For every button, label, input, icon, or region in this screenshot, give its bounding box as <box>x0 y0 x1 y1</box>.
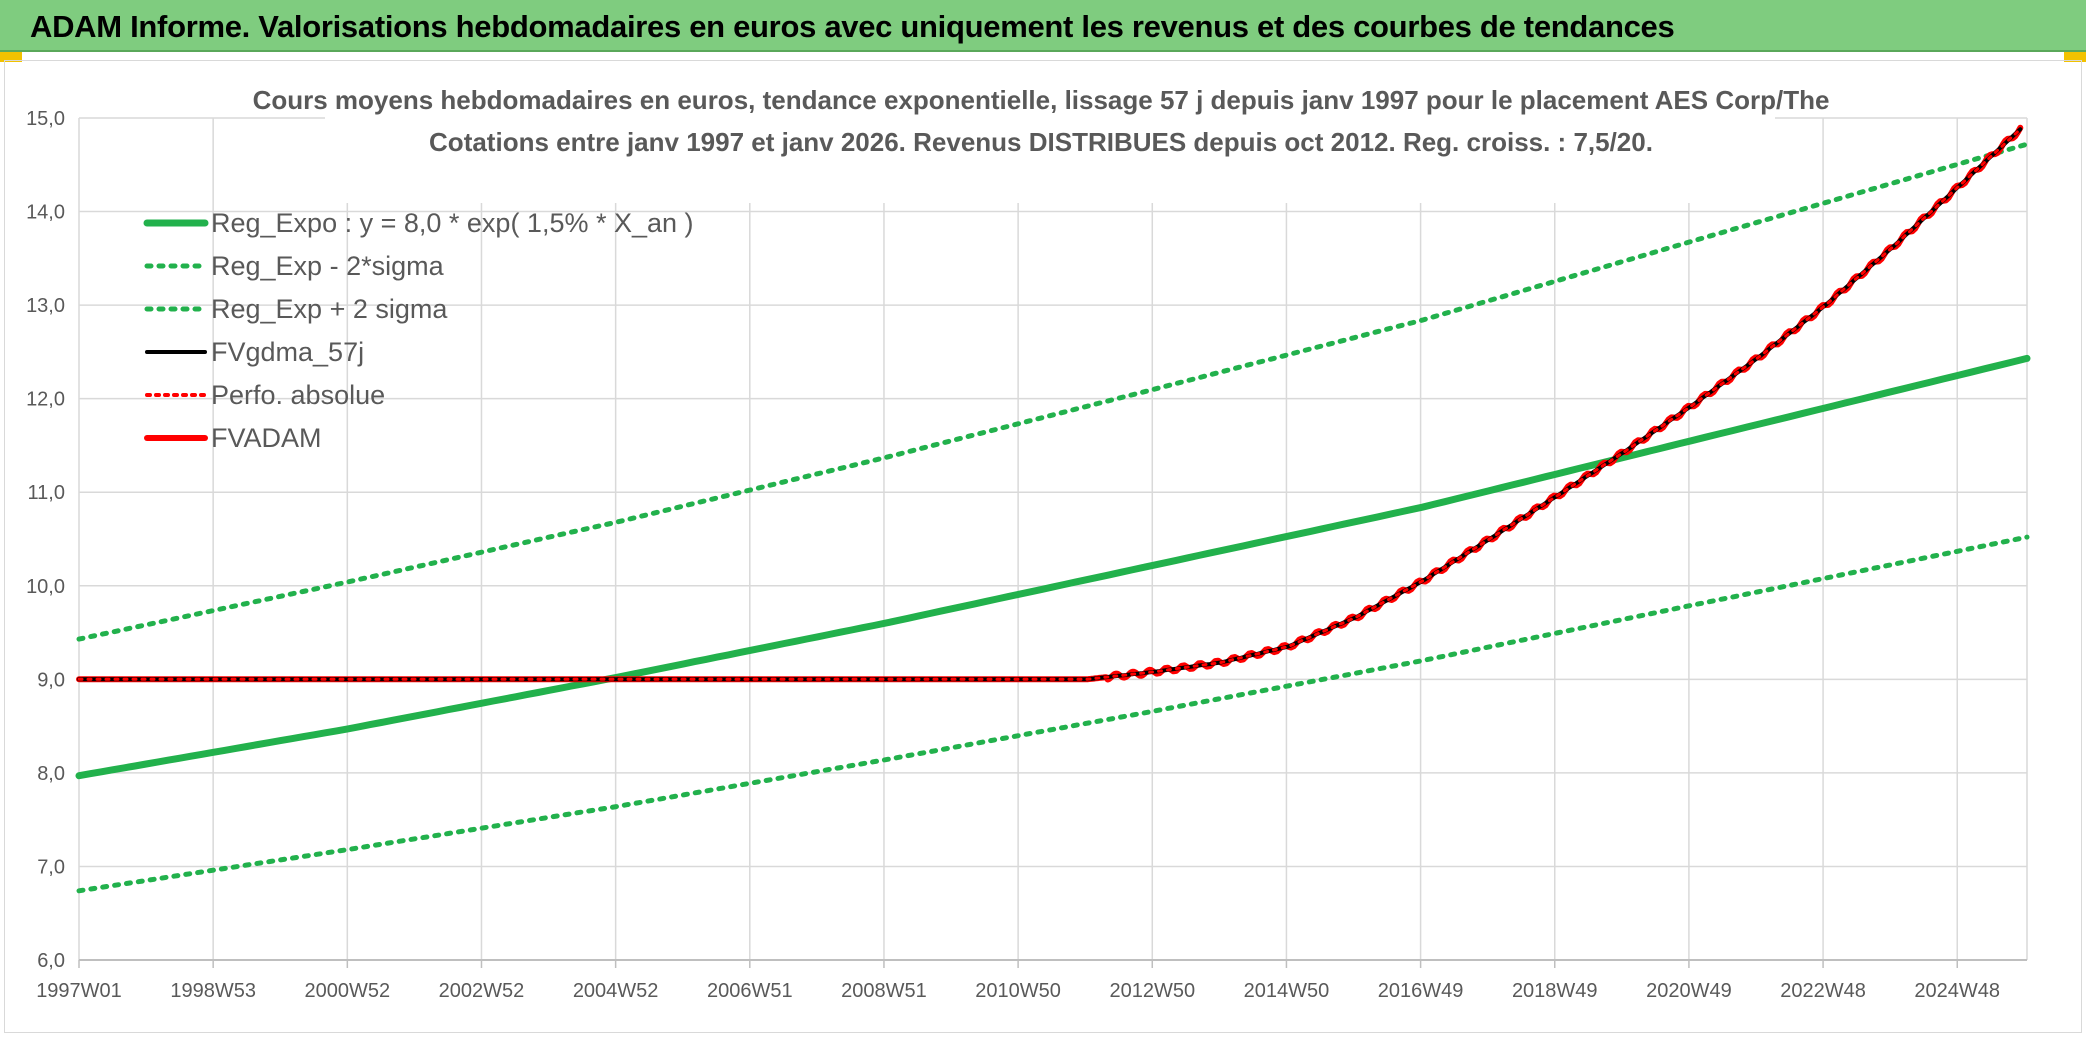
corner-marker-right <box>2064 52 2086 62</box>
x-tick-label: 2012W50 <box>1109 980 1195 1002</box>
chart-area: 6,0 7,0 8,0 9,0 10,0 11,0 12,0 13,0 14,0 15,0 1997… <box>4 60 2082 1033</box>
legend-label-reg-exp-2-sigma: Reg_Exp + 2 sigma <box>211 294 448 324</box>
legend-label-perfo-absolue: Perfo. absolue <box>211 380 385 410</box>
y-tick-label: 7,0 <box>37 856 65 878</box>
legend-label-fvgdma-57j: FVgdma_57j <box>211 337 364 367</box>
chart-legend: Reg_Expo : y = 8,0 * exp( 1,5% * X_an ) R… <box>143 208 694 453</box>
legend-label-reg-exp-2-sigma: Reg_Exp - 2*sigma <box>211 251 445 281</box>
x-tick-label: 2020W49 <box>1646 980 1732 1002</box>
y-tick-label: 9,0 <box>37 669 65 691</box>
x-tick-label: 2016W49 <box>1378 980 1464 1002</box>
report-title: ADAM Informe. Valorisations hebdomadaire… <box>30 9 1675 44</box>
x-tick-label: 2010W50 <box>975 980 1061 1002</box>
y-tick-label: 6,0 <box>37 950 65 972</box>
x-tick-label: 2022W48 <box>1780 980 1866 1002</box>
series-line-reg-exp-2-sigma <box>76 141 2030 642</box>
x-tick-label: 2006W51 <box>707 980 793 1002</box>
x-tick-label: 2000W52 <box>305 980 391 1002</box>
corner-marker-left <box>0 52 22 62</box>
legend-label-reg-expo-y-8-0-exp-1-5-x-an: Reg_Expo : y = 8,0 * exp( 1,5% * X_an ) <box>211 208 694 238</box>
y-tick-label: 13,0 <box>26 295 65 317</box>
x-tick-label: 2018W49 <box>1512 980 1598 1002</box>
y-tick-label: 15,0 <box>26 108 65 130</box>
y-tick-label: 14,0 <box>26 202 65 224</box>
x-tick-label: 2002W52 <box>439 980 525 1002</box>
chart-title-line-1: Cours moyens hebdomadaires en euros, ten… <box>253 85 1830 115</box>
series-line-reg-expo-y-8-0-exp-1-5-x-an <box>75 354 2031 780</box>
report-header-banner: ADAM Informe. Valorisations hebdomadaire… <box>0 0 2086 52</box>
x-tick-label: 2008W51 <box>841 980 927 1002</box>
x-tick-label: 1997W01 <box>36 980 122 1002</box>
x-tick-label: 1998W53 <box>170 980 256 1002</box>
legend-label-fvadam: FVADAM <box>211 423 322 453</box>
x-tick-label: 2024W48 <box>1914 980 2000 1002</box>
y-tick-label: 10,0 <box>26 576 65 598</box>
x-tick-label: 2004W52 <box>573 980 659 1002</box>
line-chart: 6,0 7,0 8,0 9,0 10,0 11,0 12,0 13,0 14,0 15,0 1997… <box>26 81 2031 1002</box>
chart-title-line-2: Cotations entre janv 1997 et janv 2026. … <box>429 127 1653 157</box>
y-tick-label: 12,0 <box>26 389 65 411</box>
series-line-perfo-absolue <box>77 127 2022 681</box>
y-tick-label: 8,0 <box>37 763 65 785</box>
series-line-reg-exp-2-sigma <box>76 534 2030 894</box>
x-tick-label: 2014W50 <box>1244 980 1330 1002</box>
y-tick-label: 11,0 <box>28 482 65 504</box>
